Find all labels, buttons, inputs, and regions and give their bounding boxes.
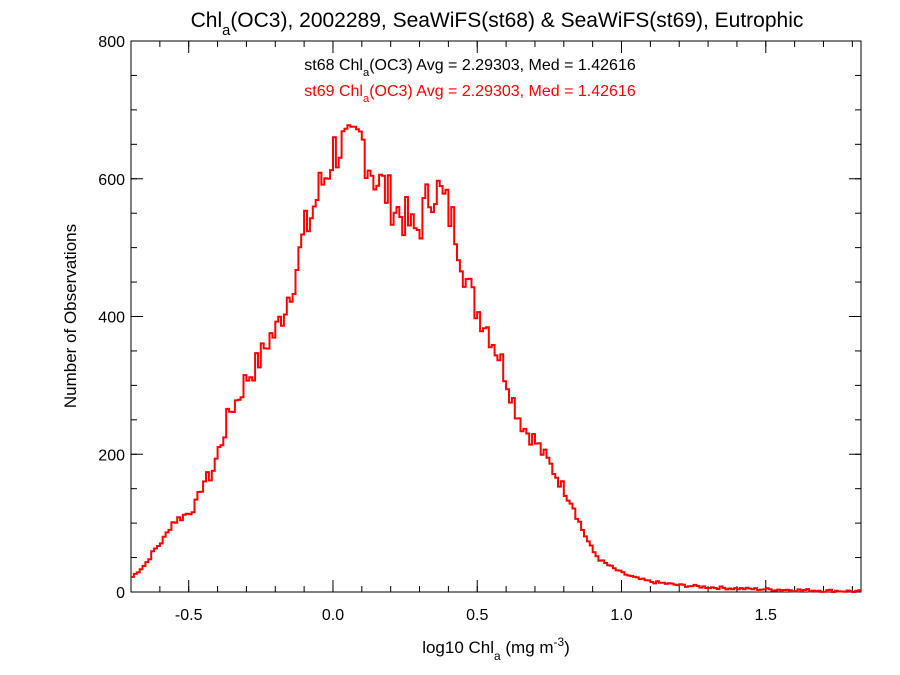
y-tick-label: 600	[98, 172, 125, 189]
y-tick-label: 200	[98, 447, 125, 464]
x-tick-label: 0.5	[466, 607, 488, 624]
chart-title: Chla(OC3), 2002289, SeaWiFS(st68) & SeaW…	[191, 9, 804, 39]
x-tick-label: 1.5	[755, 607, 777, 624]
y-tick-label: 0	[116, 585, 125, 602]
x-axis-label: log10 Chla (mg m-3)	[422, 635, 570, 663]
x-tick-label: 0.0	[322, 607, 344, 624]
y-tick-label: 400	[98, 310, 125, 327]
plot-area	[130, 40, 862, 593]
chart-annotations: st68 Chla(OC3) Avg = 2.29303, Med = 1.42…	[304, 57, 636, 105]
axis-ticks	[131, 40, 861, 593]
x-tick-label: 1.0	[610, 607, 632, 624]
plot-frame	[130, 40, 862, 593]
x-tick-label: -0.5	[175, 607, 203, 624]
y-axis-label: Number of Observations	[61, 224, 80, 408]
annotation-0: st68 Chla(OC3) Avg = 2.29303, Med = 1.42…	[304, 57, 636, 79]
series-st69-step-line	[131, 124, 861, 593]
y-tick-labels: 0 200 400 600 800	[98, 34, 125, 602]
x-tick-labels: -0.5 0.0 0.5 1.0 1.5	[175, 607, 777, 624]
annotation-1: st69 Chla(OC3) Avg = 2.29303, Med = 1.42…	[304, 83, 636, 105]
y-tick-label: 800	[98, 34, 125, 51]
